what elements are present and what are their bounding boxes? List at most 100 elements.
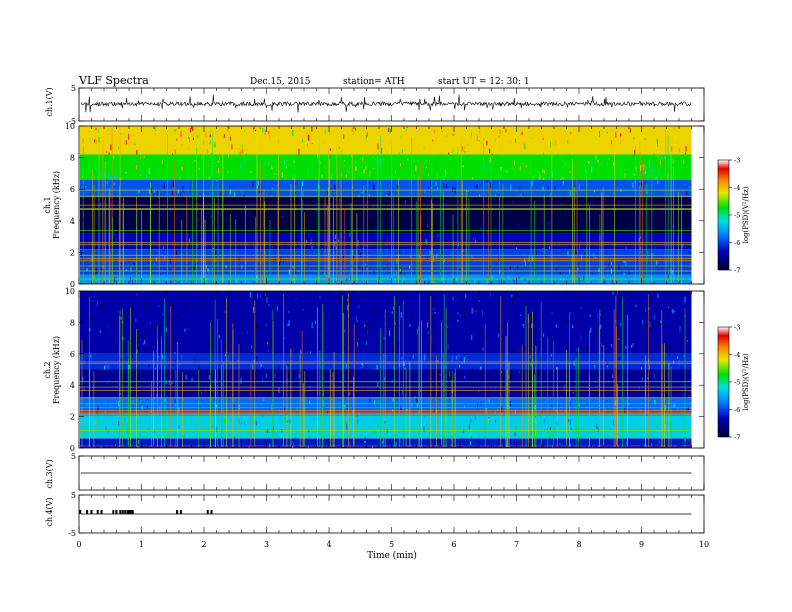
ch1-spectrogram-cell [638, 177, 640, 179]
ch2-spectrogram-cell [517, 437, 519, 439]
ch2-spectrogram-cell [388, 379, 390, 383]
ch4-pulse [179, 510, 182, 514]
ch1-spectrogram-cell [188, 238, 190, 243]
ch2-spectrogram-cell [85, 332, 87, 336]
ch1-spectrogram-cell [531, 180, 533, 187]
ch1-spectrogram-cell [113, 237, 115, 242]
ch1-spectrogram-cell [608, 263, 610, 267]
ch2-spectrogram-cell [347, 305, 349, 311]
ch1-spectrogram-cell [662, 247, 664, 250]
ch1-spectrogram-cell [451, 218, 453, 224]
ch1-spectrogram-cell [542, 138, 544, 141]
ch1-spectrogram-cell [179, 223, 181, 228]
ch1-spectrogram-cell [311, 126, 313, 132]
ch1-spectrogram-cell [96, 244, 98, 249]
ch1-spectrogram-cell [189, 127, 191, 133]
ch2-spectrogram-cell [581, 306, 583, 309]
ch2-spectrogram-cell [664, 424, 666, 430]
ch4-pulse [90, 510, 93, 514]
ch1-spectrogram-cell [118, 178, 120, 180]
ch1-spectrogram-cell [328, 150, 330, 153]
ch1-spectrogram-cell [139, 157, 141, 160]
ch2-spectrogram-cell [97, 406, 99, 411]
ch2-spectrogram-cell [358, 304, 360, 309]
ch1-spectrogram-cell [422, 167, 424, 173]
ch1-spectrogram-cell [188, 148, 190, 150]
ch1-spectrogram-cell [492, 244, 494, 249]
ch1-spectrogram-cell [83, 231, 85, 234]
ch2-spectrogram-cell [412, 354, 414, 359]
ch2-spectrogram-cell [478, 299, 480, 303]
ch2-spectrogram-cell [526, 377, 528, 383]
ch1-spectrogram-cell [208, 271, 210, 275]
ch2-spectrogram-cell [487, 292, 489, 295]
ch2-spectrogram-cell [433, 446, 435, 448]
ch2-spectrogram-cell [652, 305, 654, 308]
ch2-spectrogram-cell [401, 421, 403, 426]
ch1-spectrogram-cell [97, 199, 99, 206]
ch2-spectrogram-cell [687, 407, 689, 412]
ch2-spectrogram-cell [395, 302, 397, 305]
ch2-spectrogram-cell [556, 367, 558, 370]
ch1-spectrogram-cell [197, 247, 199, 250]
ch1-spectrogram-cell [483, 137, 485, 141]
ch2-spectrogram-cell [295, 330, 297, 337]
ch1-spectrogram-cell [644, 181, 646, 185]
ch2-spectrogram-cell [163, 315, 165, 322]
ch1-spectrogram-cell [280, 230, 282, 234]
ch2-spectrogram-cell [181, 295, 183, 301]
ch2-spectrogram-cell [510, 381, 512, 384]
ch2-spectrogram-cell [383, 336, 385, 340]
ch1-spectrogram-cell [93, 177, 95, 180]
ch2-spectrogram-cell [646, 442, 648, 444]
ch1-spectrogram-cell [154, 263, 156, 265]
ch2-spectrogram-cell [224, 310, 226, 313]
ch2-spectrogram-cell [268, 304, 270, 306]
ch1-spectrogram-cell [312, 201, 314, 205]
ch2-spectrogram-cell [218, 419, 220, 421]
ch1-spectrogram-cell [182, 186, 184, 192]
ch1-spectrogram-cell [624, 227, 626, 232]
ch2-spectrogram-cell [246, 428, 248, 432]
ch1-spectrogram-cell [433, 279, 435, 284]
ch1-spectrogram-cell [470, 132, 472, 137]
ch1-spectrogram-cell [165, 281, 167, 283]
ch1-spectrogram-cell [633, 137, 635, 140]
ch2-spectrogram-cell [551, 336, 553, 339]
ch1-spectrogram-cell [674, 135, 676, 141]
chart-title: VLF Spectra [79, 74, 149, 87]
y-tick-label: 5 [71, 491, 76, 500]
ch2-spectrogram-cell [686, 340, 688, 342]
ch2-spectrogram-cell [210, 373, 212, 379]
ch1-spectrogram-cell [259, 226, 261, 232]
ch1-spectrogram-cell [358, 269, 360, 273]
ch2-spectrogram-cell [231, 347, 233, 351]
ch1-spectrogram-cell [445, 183, 447, 189]
ch2-spectrogram-cell [288, 374, 290, 378]
ch1-spectrogram-cell [223, 238, 225, 244]
ch1-spectrogram-cell [472, 236, 474, 241]
ch1-spectrogram-cell [174, 129, 176, 132]
ch1-spectrogram-cell [569, 190, 571, 196]
ch1-spectrogram-cell [157, 282, 159, 284]
ch1-spectrogram-cell [199, 234, 201, 240]
ch1-spectrogram-cell [181, 144, 183, 146]
ch1-spectrogram-cell [534, 268, 536, 272]
ch1-spectrogram-cell [582, 221, 584, 226]
ch2-spectrogram-cell [167, 415, 169, 419]
ch1-spectrogram-cell [531, 256, 533, 262]
ch1-spectrogram-cell [194, 256, 196, 258]
ch2-spectrogram-cell [385, 356, 387, 360]
ch2-spectrogram-cell [519, 314, 521, 316]
ch2-spectrogram-cell [578, 403, 580, 407]
ch2-spectrogram-cell [314, 418, 316, 420]
ch1-spectrogram-cell [80, 252, 82, 257]
ch2-spectrogram-cell [308, 428, 310, 431]
ch1-spectrogram-cell [448, 279, 450, 283]
ch2-spectrogram-cell [266, 423, 268, 429]
ch1-spectrogram-cell [562, 181, 564, 185]
ch2-spectrogram-cell [164, 398, 166, 402]
ch1-spectrogram-cell [206, 241, 208, 245]
ch1-spectrogram-cell [544, 170, 546, 174]
ch2-spectrogram-cell [118, 420, 120, 426]
